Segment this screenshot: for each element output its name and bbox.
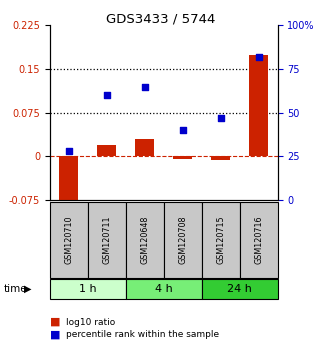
Bar — [97, 145, 116, 156]
Text: 1 h: 1 h — [79, 284, 97, 294]
Point — [66, 148, 71, 154]
Text: GSM120716: GSM120716 — [254, 216, 263, 264]
Bar — [135, 139, 154, 156]
Text: time: time — [3, 284, 27, 294]
Text: log10 ratio: log10 ratio — [66, 318, 115, 327]
Point — [256, 54, 261, 60]
Text: GSM120715: GSM120715 — [216, 216, 225, 264]
Text: GSM120711: GSM120711 — [102, 216, 111, 264]
Text: percentile rank within the sample: percentile rank within the sample — [66, 330, 219, 339]
Text: 4 h: 4 h — [155, 284, 173, 294]
Bar — [59, 156, 78, 210]
Point — [104, 92, 109, 98]
Text: GDS3433 / 5744: GDS3433 / 5744 — [106, 12, 215, 25]
Text: ■: ■ — [50, 317, 60, 327]
Text: GSM120648: GSM120648 — [140, 216, 149, 264]
Text: GSM120708: GSM120708 — [178, 216, 187, 264]
Text: ▶: ▶ — [23, 284, 31, 294]
Bar — [211, 156, 230, 160]
Bar — [173, 156, 192, 159]
Text: 24 h: 24 h — [227, 284, 252, 294]
Bar — [249, 55, 268, 156]
Text: ■: ■ — [50, 330, 60, 339]
Text: GSM120710: GSM120710 — [64, 216, 73, 264]
Point — [142, 84, 147, 90]
Point — [218, 115, 223, 121]
Point — [180, 127, 185, 133]
